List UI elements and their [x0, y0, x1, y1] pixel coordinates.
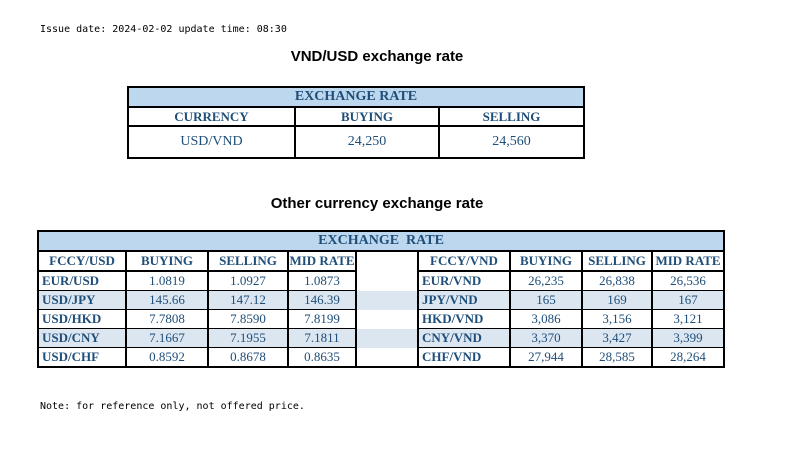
- currency-pair-cell: USD/CNY: [37, 328, 127, 348]
- column-header-midrate-left: MID RATE: [287, 250, 357, 272]
- table-row: USD/CNY 7.1667 7.1955 7.1811 CNY/VND 3,3…: [37, 328, 726, 348]
- selling-cell: 7.8590: [207, 309, 289, 329]
- midrate-cell: 3,121: [650, 309, 726, 329]
- column-header-selling: SELLING: [438, 106, 585, 127]
- midrate-cell: 7.8199: [287, 309, 357, 329]
- column-header-row: FCCY/USD BUYING SELLING MID RATE FCCY/VN…: [37, 250, 726, 272]
- buying-cell: 3,370: [509, 328, 583, 348]
- other-section-title: Other currency exchange rate: [270, 195, 484, 212]
- column-header-selling-left: SELLING: [207, 250, 289, 272]
- column-header-currency: CURRENCY: [127, 106, 296, 127]
- spacer-cell: [355, 271, 419, 291]
- selling-cell: 28,585: [581, 347, 653, 368]
- buying-cell: 3,086: [509, 309, 583, 329]
- selling-cell: 1.0927: [207, 270, 289, 291]
- column-header-row: CURRENCY BUYING SELLING: [127, 106, 585, 127]
- selling-cell: 3,156: [581, 309, 653, 329]
- midrate-cell: 0.8635: [287, 347, 357, 368]
- currency-pair-cell: CHF/VND: [417, 347, 511, 368]
- selling-cell: 26,838: [581, 270, 653, 291]
- spacer-cell: [355, 251, 419, 271]
- table-row: USD/VND 24,250 24,560: [127, 125, 585, 159]
- selling-cell: 147.12: [207, 290, 289, 310]
- issue-date-line: Issue date: 2024-02-02 update time: 08:3…: [40, 24, 287, 35]
- usd-vnd-rate-table: EXCHANGE RATE CURRENCY BUYING SELLING US…: [127, 86, 585, 159]
- buying-cell: 26,235: [509, 270, 583, 291]
- currency-pair-cell: HKD/VND: [417, 309, 511, 329]
- currency-pair-cell: EUR/USD: [37, 270, 127, 291]
- column-header-buying-right: BUYING: [509, 250, 583, 272]
- currency-pair-cell: USD/JPY: [37, 290, 127, 310]
- currency-pair-cell: EUR/VND: [417, 270, 511, 291]
- buying-cell: 1.0819: [125, 270, 209, 291]
- spacer-cell: [355, 328, 419, 348]
- midrate-cell: 1.0873: [287, 270, 357, 291]
- column-header-fccy-usd: FCCY/USD: [37, 250, 127, 272]
- table-row: USD/JPY 145.66 147.12 146.39 JPY/VND 165…: [37, 290, 726, 310]
- selling-cell: 3,427: [581, 328, 653, 348]
- column-header-fccy-vnd: FCCY/VND: [417, 250, 511, 272]
- usd-section-title: VND/USD exchange rate: [290, 48, 464, 65]
- table-header-row: EXCHANGE RATE: [127, 86, 585, 108]
- buying-cell: 7.1667: [125, 328, 209, 348]
- buying-cell: 165: [509, 290, 583, 310]
- column-header-buying-left: BUYING: [125, 250, 209, 272]
- column-header-selling-right: SELLING: [581, 250, 653, 272]
- table-title-cell: EXCHANGE RATE: [36, 230, 726, 252]
- buying-cell: 24,250: [294, 125, 440, 159]
- selling-cell: 7.1955: [207, 328, 289, 348]
- currency-pair-cell: USD/HKD: [37, 309, 127, 329]
- selling-cell: 24,560: [438, 125, 585, 159]
- other-currency-rate-table: EXCHANGE RATE FCCY/USD BUYING SELLING MI…: [36, 230, 726, 368]
- spacer-cell: [355, 290, 419, 310]
- spacer-cell: [355, 309, 419, 329]
- currency-pair-cell: CNY/VND: [417, 328, 511, 348]
- currency-pair-cell: JPY/VND: [417, 290, 511, 310]
- selling-cell: 0.8678: [207, 347, 289, 368]
- midrate-cell: 7.1811: [287, 328, 357, 348]
- selling-cell: 169: [581, 290, 653, 310]
- table-row: USD/CHF 0.8592 0.8678 0.8635 CHF/VND 27,…: [37, 347, 726, 368]
- column-header-buying: BUYING: [294, 106, 440, 127]
- spacer-cell: [355, 347, 419, 367]
- midrate-cell: 146.39: [287, 290, 357, 310]
- buying-cell: 0.8592: [125, 347, 209, 368]
- table-row: USD/HKD 7.7808 7.8590 7.8199 HKD/VND 3,0…: [37, 309, 726, 329]
- midrate-cell: 167: [650, 290, 726, 310]
- note-line: Note: for reference only, not offered pr…: [40, 401, 305, 412]
- table-header-row: EXCHANGE RATE: [36, 230, 726, 252]
- midrate-cell: 26,536: [650, 270, 726, 291]
- midrate-cell: 28,264: [650, 347, 726, 368]
- buying-cell: 27,944: [509, 347, 583, 368]
- buying-cell: 145.66: [125, 290, 209, 310]
- table-title-cell: EXCHANGE RATE: [127, 86, 585, 108]
- table-row: EUR/USD 1.0819 1.0927 1.0873 EUR/VND 26,…: [37, 270, 726, 291]
- currency-pair-cell: USD/CHF: [37, 347, 127, 368]
- midrate-cell: 3,399: [650, 328, 726, 348]
- column-header-midrate-right: MID RATE: [650, 250, 726, 272]
- buying-cell: 7.7808: [125, 309, 209, 329]
- currency-pair-cell: USD/VND: [127, 125, 296, 159]
